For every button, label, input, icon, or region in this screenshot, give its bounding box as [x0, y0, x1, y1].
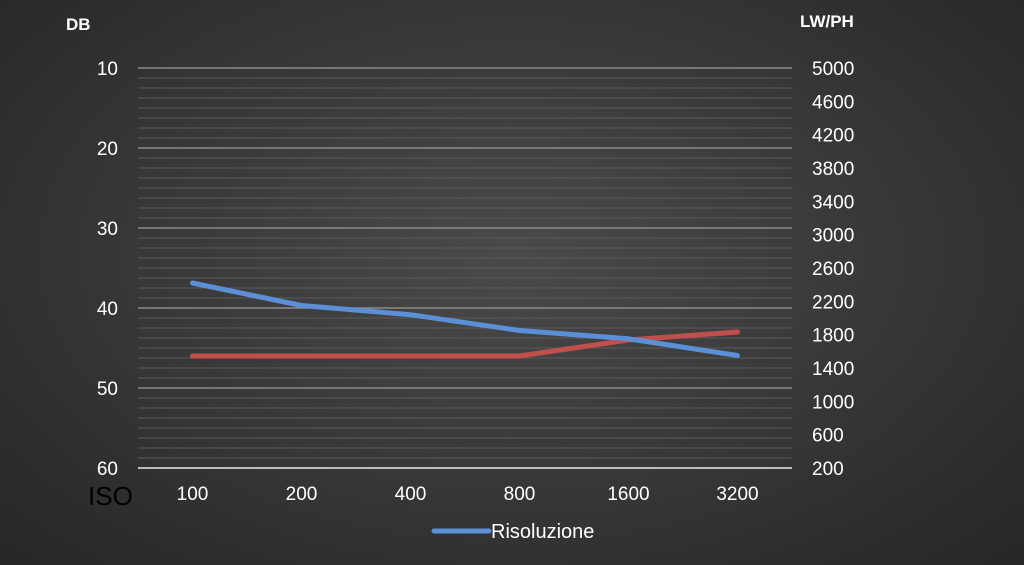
gridlines [138, 67, 792, 469]
right-tick-label: 1400 [812, 359, 854, 380]
right-tick-label: 2200 [812, 292, 854, 313]
series-line-risoluzione [190, 280, 740, 358]
right-tick-label: 200 [812, 459, 844, 480]
left-tick-label: 30 [97, 219, 118, 240]
left-tick-label: 40 [97, 299, 118, 320]
series-lines [190, 280, 740, 359]
left-tick-label: 50 [97, 379, 118, 400]
legend: Risoluzione [431, 521, 594, 543]
left-axis-ticks: 10 20 30 40 50 60 [97, 59, 118, 480]
left-axis-title: DB [66, 15, 91, 34]
left-tick-label: 10 [97, 59, 118, 80]
right-tick-label: 2600 [812, 259, 854, 280]
right-tick-label: 600 [812, 426, 844, 447]
x-tick-label: 100 [177, 484, 209, 505]
x-axis-ticks: 100 200 400 800 1600 3200 [177, 484, 759, 505]
x-tick-label: 200 [286, 484, 318, 505]
x-tick-label: 3200 [716, 484, 758, 505]
right-tick-label: 1000 [812, 392, 854, 413]
right-axis-ticks: 5000 4600 4200 3800 3400 3000 2600 2200 1800 1400… [812, 59, 854, 480]
right-tick-label: 3000 [812, 226, 854, 247]
x-tick-label: 1600 [607, 484, 649, 505]
left-tick-label: 20 [97, 139, 118, 160]
left-tick-label: 60 [97, 459, 118, 480]
x-axis-label: ISO [88, 481, 133, 511]
x-tick-label: 400 [395, 484, 427, 505]
right-tick-label: 1800 [812, 326, 854, 347]
series-line-noise [190, 329, 740, 359]
right-tick-label: 3800 [812, 159, 854, 180]
right-tick-label: 5000 [812, 59, 854, 80]
right-tick-label: 3400 [812, 192, 854, 213]
right-tick-label: 4600 [812, 92, 854, 113]
right-axis-title: LW/PH [800, 12, 854, 31]
legend-label-risoluzione: Risoluzione [491, 521, 594, 543]
x-tick-label: 800 [504, 484, 536, 505]
right-tick-label: 4200 [812, 126, 854, 147]
